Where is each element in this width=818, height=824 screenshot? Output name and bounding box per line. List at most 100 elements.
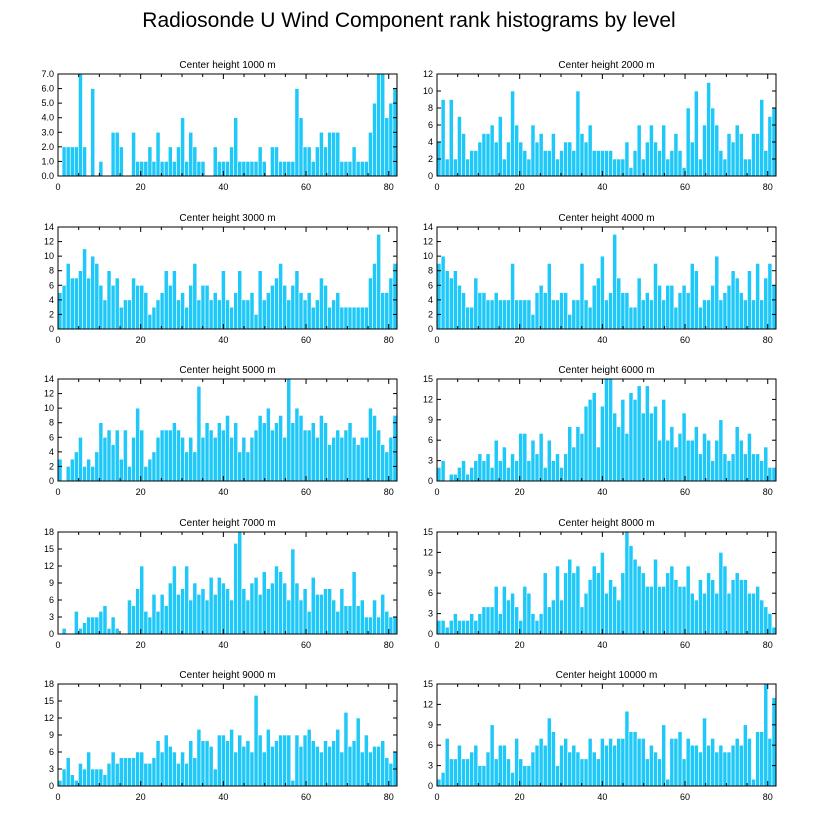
bar (644, 758, 650, 787)
bar (440, 772, 446, 787)
bar (771, 467, 777, 482)
bar (359, 161, 365, 177)
bar (274, 277, 279, 330)
bar (747, 433, 752, 482)
bar (172, 161, 177, 177)
bar (372, 415, 377, 482)
bar (502, 158, 507, 177)
y-tick-label: 10 (423, 251, 433, 261)
y-tick-label: 7.0 (41, 69, 54, 79)
bar (131, 436, 136, 482)
bar (706, 572, 711, 635)
y-tick-label: 2 (428, 154, 433, 164)
bar (106, 763, 112, 787)
bar (755, 133, 760, 177)
bar (364, 306, 369, 330)
bar (298, 292, 304, 330)
bar (616, 738, 622, 787)
bar (270, 284, 275, 330)
y-tick-label: 2 (428, 309, 433, 319)
bar (628, 392, 634, 482)
x-tick-label: 20 (136, 792, 146, 802)
x-tick-label: 80 (763, 182, 773, 192)
bar (335, 292, 341, 330)
bar (286, 299, 292, 330)
x-tick-label: 40 (218, 335, 228, 345)
bar (559, 292, 564, 330)
bar (514, 124, 519, 177)
bar (718, 299, 724, 330)
bar (559, 150, 564, 177)
bar (225, 299, 230, 330)
bar (384, 292, 390, 330)
bar (319, 415, 324, 482)
bar (143, 292, 149, 330)
y-tick-label: 9 (49, 730, 54, 740)
bar (710, 107, 716, 177)
bar (657, 439, 662, 482)
bar (102, 299, 108, 330)
bar (510, 772, 515, 787)
bar (229, 436, 234, 482)
bar (127, 599, 132, 635)
bar (644, 586, 650, 635)
bar (249, 436, 255, 482)
bar (196, 594, 202, 635)
bar (204, 284, 210, 330)
bar (485, 133, 491, 177)
bar (743, 453, 748, 482)
x-tick-label: 40 (597, 640, 607, 650)
bar (98, 284, 104, 330)
bar (290, 548, 296, 635)
bar (159, 429, 165, 482)
y-tick-label: 9 (428, 415, 433, 425)
bar (612, 158, 618, 177)
bar (710, 738, 716, 787)
bar (755, 453, 760, 482)
bar (661, 124, 667, 177)
bar (319, 277, 324, 330)
x-tick-label: 20 (136, 182, 146, 192)
bar (493, 439, 499, 482)
bar (180, 751, 185, 787)
bar (78, 73, 83, 177)
bar (172, 270, 177, 330)
bar (649, 412, 654, 482)
bar (339, 436, 345, 482)
bar (180, 436, 185, 482)
bar (632, 558, 638, 635)
bar (767, 467, 773, 482)
bar (493, 586, 499, 635)
bar (98, 422, 104, 482)
bar (673, 133, 679, 177)
bar (461, 460, 466, 482)
bar (612, 586, 618, 635)
bar (763, 277, 769, 330)
histogram-panel: Center height 4000 m 0 2 4 6 8 10 12 14 0 20 40 60 80 (423, 213, 777, 345)
bar (94, 768, 100, 787)
bar (771, 284, 777, 330)
histogram-panel: Center height 7000 m 0 3 6 9 12 15 18 0 20 40 60 80 (44, 518, 398, 650)
bar (522, 765, 528, 787)
y-tick-label: 15 (423, 527, 433, 537)
bar (694, 270, 699, 330)
bar (135, 284, 140, 330)
bar (440, 620, 446, 635)
bar (759, 99, 765, 177)
bar (600, 738, 605, 787)
bar (294, 270, 300, 330)
bar (167, 582, 173, 635)
y-tick-label: 6 (428, 120, 433, 130)
x-tick-label: 80 (384, 335, 394, 345)
bar (526, 765, 532, 787)
bar (698, 579, 703, 635)
bar (94, 616, 100, 635)
bar (364, 436, 369, 482)
bar (649, 299, 654, 330)
bar (763, 150, 769, 177)
bar (261, 571, 267, 635)
bar (706, 744, 711, 787)
x-tick-label: 80 (384, 182, 394, 192)
bar (751, 592, 756, 635)
bar (681, 586, 687, 635)
